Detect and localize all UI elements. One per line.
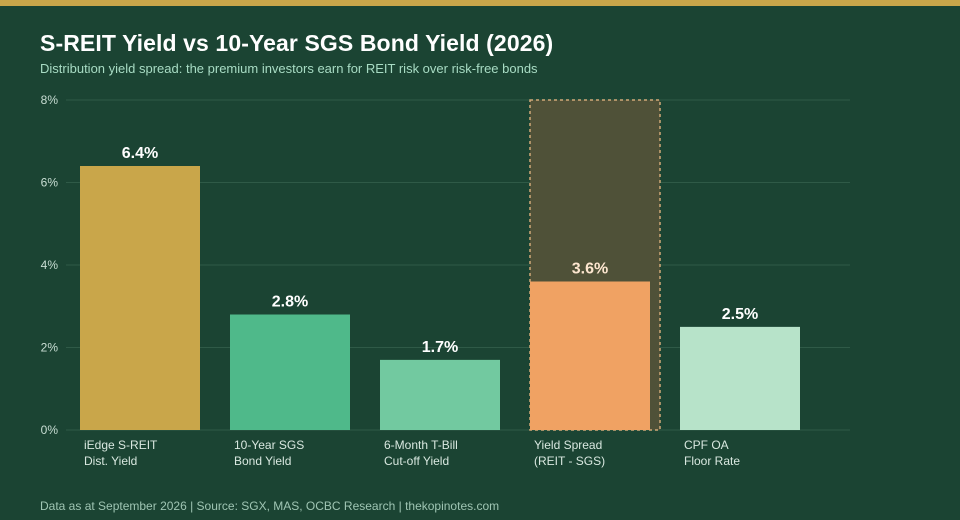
y-tick-label-4: 4%	[41, 258, 59, 272]
bar-2	[380, 359, 500, 430]
category-label-1: 10-Year SGS Bond Yield	[234, 438, 304, 468]
top-accent-bar	[0, 0, 960, 6]
y-tick-label-0: 0%	[41, 423, 59, 437]
footer-source-note: Data as at September 2026 | Source: SGX,…	[40, 499, 500, 513]
chart-subtitle: Distribution yield spread: the premium i…	[40, 61, 538, 76]
bar-4	[680, 326, 800, 430]
data-label-3: 3.6%	[572, 261, 608, 278]
chart-title: S-REIT Yield vs 10-Year SGS Bond Yield (…	[40, 30, 554, 56]
category-label-2: 6-Month T-Bill Cut-off Yield	[384, 438, 458, 468]
data-label-4: 2.5%	[722, 306, 758, 323]
bar-3	[530, 281, 650, 430]
category-label-4: CPF OA Floor Rate	[684, 438, 740, 468]
bar-1	[230, 314, 350, 430]
data-label-2: 1.7%	[422, 339, 458, 356]
y-tick-label-2: 2%	[41, 341, 59, 355]
data-label-1: 2.8%	[272, 294, 308, 311]
data-label-0: 6.4%	[122, 145, 158, 162]
y-tick-label-6: 6%	[41, 176, 59, 190]
category-label-3: Yield Spread (REIT - SGS)	[534, 438, 605, 468]
bar-0	[80, 166, 200, 430]
y-tick-label-8: 8%	[41, 93, 59, 107]
category-label-0: iEdge S-REIT Dist. Yield	[84, 438, 158, 468]
